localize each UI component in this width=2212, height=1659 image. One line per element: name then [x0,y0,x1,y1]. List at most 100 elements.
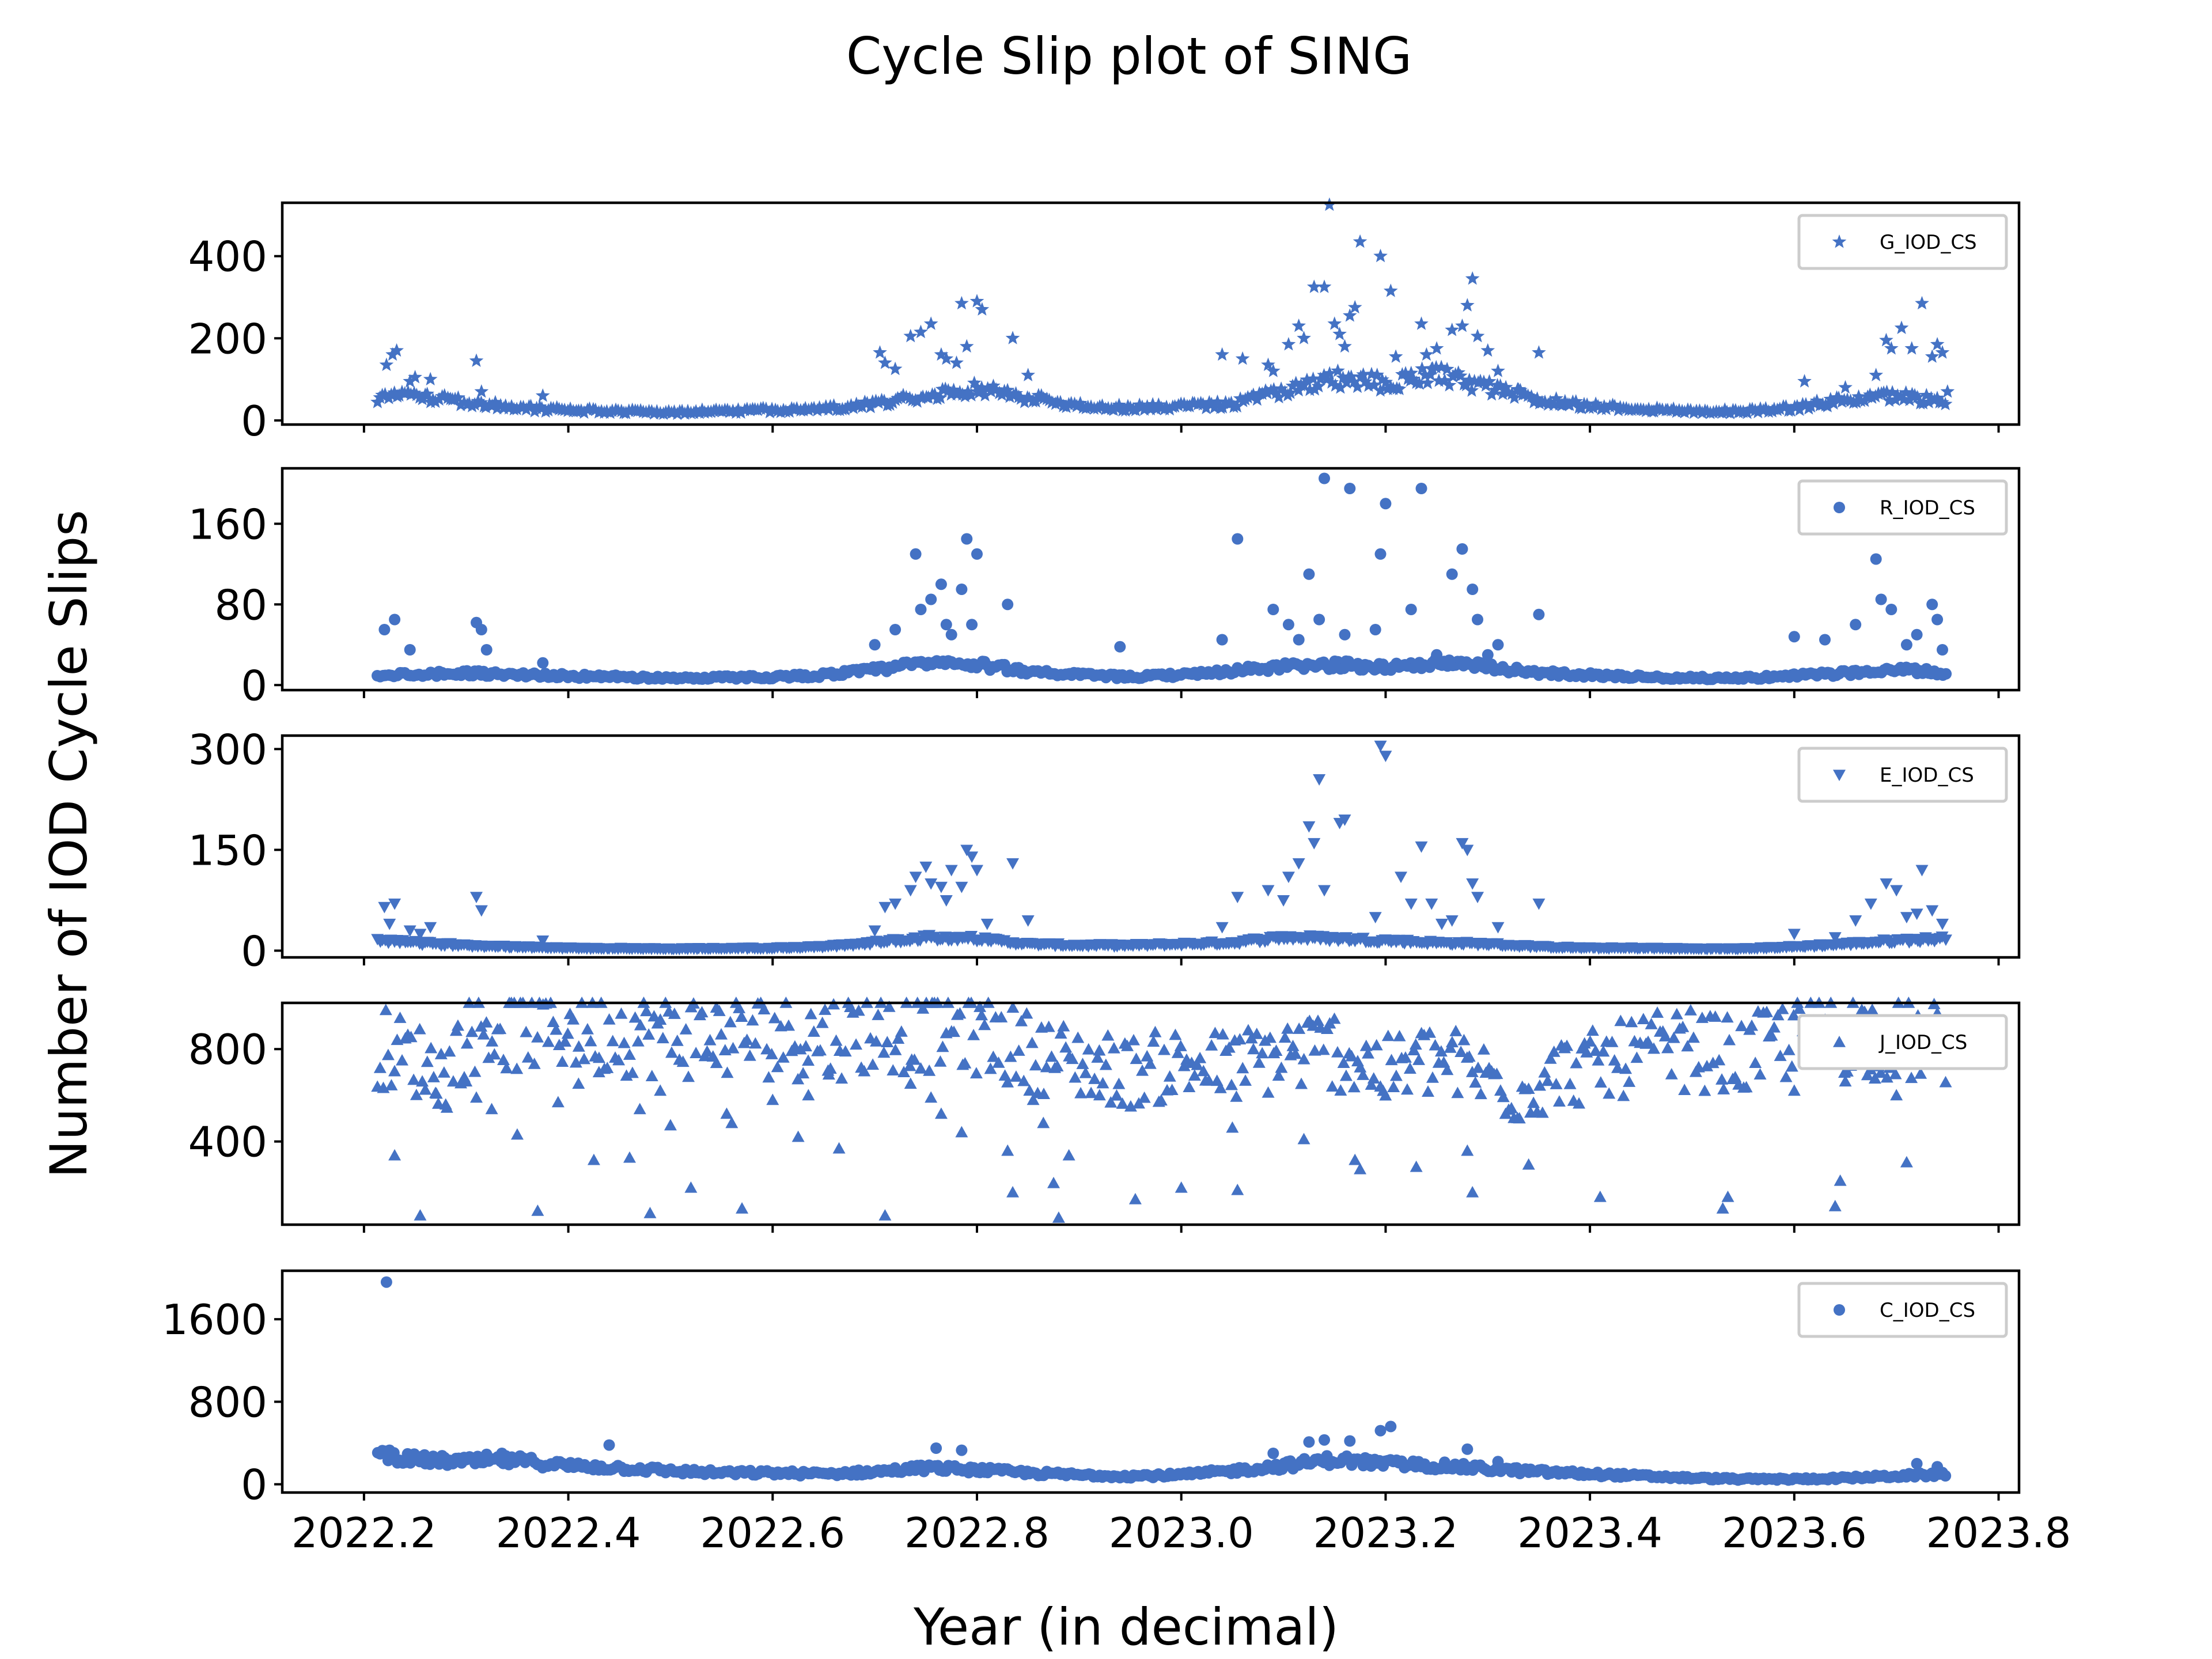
data-point [1385,1054,1398,1066]
y-tick-label: 200 [188,315,267,363]
data-point [1266,363,1281,377]
data-point [1940,668,1952,680]
data-point [1717,1083,1730,1094]
data-point [1482,374,1497,388]
data-point [388,1065,402,1077]
data-point [1127,1033,1140,1046]
data-point [388,898,402,910]
data-point [1935,345,1950,359]
data-point [1344,483,1356,494]
data-point [378,902,391,914]
data-point [869,639,881,651]
data-point [1025,1036,1039,1048]
data-point [1317,368,1331,382]
data-point [1642,1035,1655,1047]
legend-marker [1834,502,1845,513]
data-point [986,378,1001,392]
data-point [1560,1039,1574,1051]
data-point [1214,1081,1227,1093]
data-point [615,1007,628,1019]
data-point [1790,399,1805,412]
data-point [1079,1066,1092,1078]
data-point [480,644,493,656]
data-point [1907,388,1922,402]
data-point [679,1022,692,1035]
data-point [903,391,917,404]
data-point [1169,1028,1182,1040]
data-point [974,380,989,394]
data-point [1900,1156,1913,1168]
data-point [1431,373,1446,387]
data-point [1053,395,1068,408]
data-point [373,1061,387,1073]
data-point [1580,397,1594,411]
subplot-j_iod_cs: 400 800 J_IOD_CS [188,997,2021,1233]
data-point [1425,898,1438,910]
data-point [474,395,488,409]
data-point [378,387,392,401]
data-point [1429,341,1444,355]
data-point [743,1049,756,1061]
y-axis-title: Number of IOD Cycle Slips [39,510,99,1178]
data-point [1347,300,1362,314]
data-point [1914,1067,1927,1079]
data-point [510,1062,524,1074]
y-tick-label: 400 [188,233,267,281]
data-point [1322,366,1337,380]
data-point [819,1003,832,1015]
data-point [1196,397,1210,411]
data-point [1902,392,1917,407]
data-point [904,885,917,897]
data-point [378,624,391,635]
data-point [1772,402,1787,415]
data-point [1021,368,1035,381]
data-point [1911,628,1923,641]
data-point [1110,1089,1123,1101]
data-point [469,1091,483,1103]
x-tick-label: 2023.0 [1109,1509,1254,1557]
data-point [567,1013,580,1025]
data-point [419,1457,431,1469]
data-point [1350,379,1365,393]
data-point [1250,1028,1263,1039]
data-point [1721,1190,1734,1202]
data-point [881,1036,894,1048]
data-point [1939,934,1952,946]
data-point [1749,1056,1762,1069]
data-point [1451,1086,1464,1099]
data-point [1093,1044,1106,1056]
data-point [1006,1001,1020,1013]
data-point [572,1040,585,1052]
data-point [516,400,531,414]
data-point [1374,1425,1387,1437]
data-point [791,1130,805,1142]
data-point [897,1066,911,1078]
data-point [1597,1045,1610,1057]
data-point [726,1041,740,1054]
data-point [1398,366,1413,380]
y-tick-label: 80 [214,581,267,629]
data-point [1143,1057,1157,1069]
data-point [1282,872,1295,883]
data-point [1597,399,1612,413]
y-tick-label: 0 [241,397,267,445]
data-point [1894,320,1909,334]
data-point [1445,915,1459,927]
data-point [1623,1075,1636,1087]
data-point [1107,1041,1120,1054]
data-point [1297,1052,1310,1065]
data-point [1782,1043,1796,1055]
data-point [1009,386,1023,400]
data-point [925,593,937,605]
data-point [703,1033,717,1046]
data-point [1128,1192,1142,1205]
data-point [1015,1014,1028,1027]
data-point [1573,1097,1586,1109]
data-point [1347,374,1362,388]
data-point [1147,1035,1160,1047]
data-point [1302,382,1317,396]
data-point [1700,1059,1714,1071]
data-point [936,1040,949,1052]
data-point [1641,402,1656,415]
data-point [1283,385,1298,399]
